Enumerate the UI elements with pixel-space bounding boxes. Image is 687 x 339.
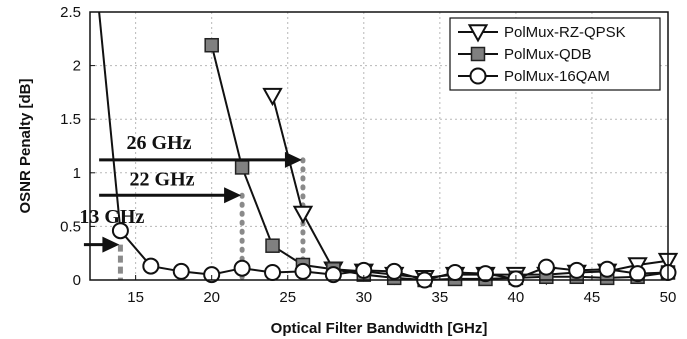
annotation-label: 22 GHz — [130, 169, 195, 191]
series-point-circle — [598, 260, 616, 278]
annotation-label: 13 GHz — [79, 206, 144, 228]
series-point-circle — [476, 265, 494, 283]
y-tick-label: 2.5 — [60, 4, 81, 21]
legend-swatch-triangle-down — [467, 24, 489, 43]
legend: PolMux-RZ-QPSK PolMux-QDB PolMux-16QAM — [449, 17, 661, 91]
y-tick-label: 1.5 — [60, 111, 81, 128]
series-point-circle — [264, 263, 282, 281]
annotations: 26 GHz 22 GHz 13 GHz — [79, 132, 302, 253]
series-point-circle — [629, 265, 647, 283]
annotation-arrow-head — [102, 236, 120, 253]
annotation-label: 26 GHz — [127, 132, 192, 154]
y-tick-label: 0.5 — [60, 218, 81, 235]
series-point-circle — [385, 262, 403, 280]
series-point-circle — [446, 263, 464, 281]
series-point-square — [234, 160, 250, 175]
x-tick-label: 50 — [660, 289, 677, 306]
series-point-square — [204, 37, 219, 53]
x-tick-label: 30 — [355, 289, 372, 306]
legend-swatch-square — [470, 46, 486, 62]
series-point-circle — [568, 261, 586, 279]
x-tick-label: 25 — [279, 289, 296, 306]
series-point-circle — [142, 257, 160, 275]
series-point-circle — [324, 266, 342, 284]
series-point-triangle-down — [292, 205, 314, 225]
y-tick-label: 1 — [73, 165, 81, 182]
x-axis-label: Optical Filter Bandwidth [GHz] — [271, 320, 488, 337]
x-tick-label: 35 — [431, 289, 448, 306]
plot-frame — [89, 11, 669, 281]
series-point-circle — [537, 258, 555, 276]
series-point-circle — [111, 222, 129, 240]
series-line — [271, 95, 669, 279]
data-series — [98, 11, 679, 289]
x-tick-label: 45 — [584, 289, 601, 306]
legend-entry: PolMux-RZ-QPSK — [504, 24, 626, 41]
y-tick-label: 0 — [73, 272, 81, 289]
axes: 15 20 25 30 35 40 45 50 0 0.5 1 1.5 2 2.5 — [60, 4, 676, 306]
series-point-circle — [172, 262, 190, 280]
series-point-circle — [233, 259, 251, 277]
legend-swatch-circle — [469, 67, 487, 85]
series-point-circle — [203, 266, 221, 284]
series-point-triangle-down — [262, 87, 283, 107]
series-point-square — [265, 238, 280, 253]
x-tick-label: 20 — [203, 289, 220, 306]
annotation-arrow-head — [284, 151, 302, 168]
series-line-steep-segment — [98, 11, 122, 231]
annotation-arrow-head — [224, 187, 242, 204]
legend-entry: PolMux-16QAM — [504, 68, 610, 85]
x-tick-label: 40 — [508, 289, 525, 306]
x-tick-label: 15 — [127, 289, 144, 306]
y-tick-label: 2 — [73, 58, 81, 75]
legend-entry: PolMux-QDB — [504, 46, 592, 63]
series-point-circle — [294, 262, 312, 280]
y-axis-label: OSNR Penalty [dB] — [17, 78, 34, 213]
